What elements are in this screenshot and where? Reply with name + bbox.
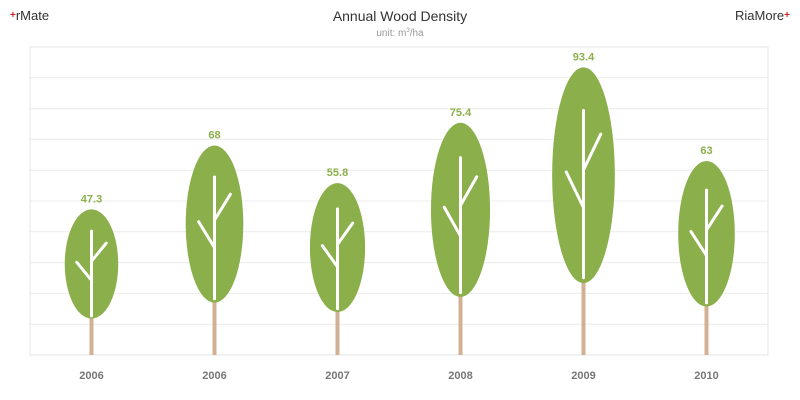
brand-name-right: RiaMore [735, 8, 785, 23]
data-label: 75.4 [450, 107, 472, 119]
x-tick-label: 2010 [694, 370, 718, 382]
tree-branch [582, 132, 603, 172]
tree-mark [678, 160, 735, 355]
tree-branch [459, 175, 479, 208]
tree-mark [552, 67, 615, 355]
data-label: 68 [208, 130, 220, 142]
tree-branch [213, 192, 232, 222]
tree-branch [336, 221, 355, 246]
x-tick-label: 2006 [79, 370, 103, 382]
tree-mark [309, 183, 366, 355]
tree-branch [197, 220, 216, 250]
subtitle-prefix: unit: m [376, 28, 407, 39]
brand-logo-right: RiaMore+ [735, 8, 790, 23]
brand-logo-left: +rMate [10, 8, 49, 23]
brand-name-left: rMate [15, 8, 50, 23]
data-label: 55.8 [327, 167, 348, 179]
x-tick-label: 2009 [571, 370, 595, 382]
tree-branch [705, 204, 724, 232]
x-tick-label: 2006 [202, 370, 226, 382]
data-label: 47.3 [81, 193, 102, 205]
brand-plus-icon: + [10, 10, 16, 21]
tree-branch [442, 205, 462, 238]
data-label: 63 [700, 145, 712, 157]
subtitle-superscript: 3 [406, 28, 410, 34]
tree-branch [75, 260, 93, 282]
brand-plus-icon: + [784, 10, 790, 21]
tree-branch [689, 230, 708, 258]
tree-mark [64, 209, 119, 355]
tree-branch [320, 244, 339, 269]
chart-title: Annual Wood Density [332, 8, 468, 24]
tree-mark [185, 145, 244, 355]
tree-branch [564, 170, 585, 210]
tree-branch [90, 241, 108, 263]
chart-subtitle: unit: m3/ha [0, 28, 800, 39]
tree-mark [430, 122, 491, 355]
x-tick-label: 2008 [448, 370, 472, 382]
data-label: 93.4 [573, 51, 595, 63]
subtitle-suffix: /ha [409, 28, 424, 39]
x-tick-label: 2007 [325, 370, 349, 382]
